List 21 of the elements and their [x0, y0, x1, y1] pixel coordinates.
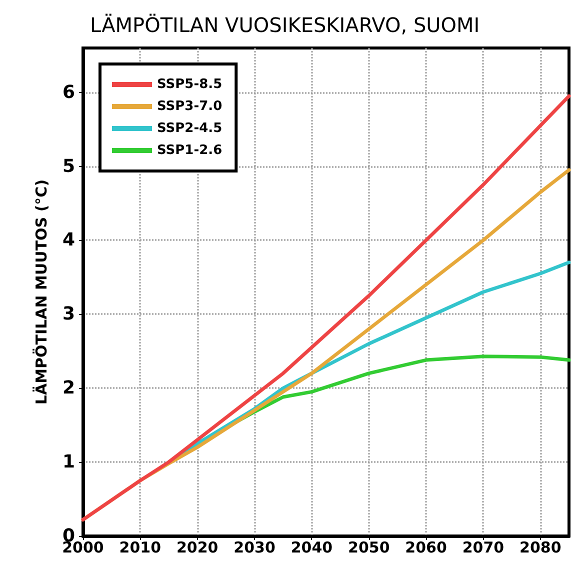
legend-label: SSP5-8.5 [157, 77, 222, 92]
y-tick-label: 1 [62, 452, 75, 473]
y-tick-label: 2 [62, 378, 75, 399]
legend-label: SSP3-7.0 [157, 99, 222, 114]
legend-label: SSP1-2.6 [157, 143, 222, 158]
x-tick-label: 2030 [234, 538, 276, 556]
y-tick-label: 6 [62, 82, 75, 103]
x-tick-label: 2020 [176, 538, 218, 556]
y-tick-label: 4 [62, 230, 75, 251]
x-tick-label: 2070 [462, 538, 504, 556]
x-tick-label: 2010 [119, 538, 162, 556]
legend-label: SSP2-4.5 [157, 121, 222, 136]
x-tick-label: 2040 [290, 538, 333, 556]
line-series [81, 94, 571, 522]
y-tick-label: 5 [62, 156, 75, 177]
x-tick-label: 2080 [520, 538, 562, 556]
y-tick-label: 3 [62, 304, 75, 325]
y-axis-title: LÄMPÖTILAN MUUTOS (°C) [32, 179, 50, 405]
x-tick-label: 2060 [405, 538, 447, 556]
chart-title: LÄMPÖTILAN VUOSIKESKIARVO, SUOMI [90, 13, 480, 37]
x-tick-label: 2050 [348, 538, 390, 556]
